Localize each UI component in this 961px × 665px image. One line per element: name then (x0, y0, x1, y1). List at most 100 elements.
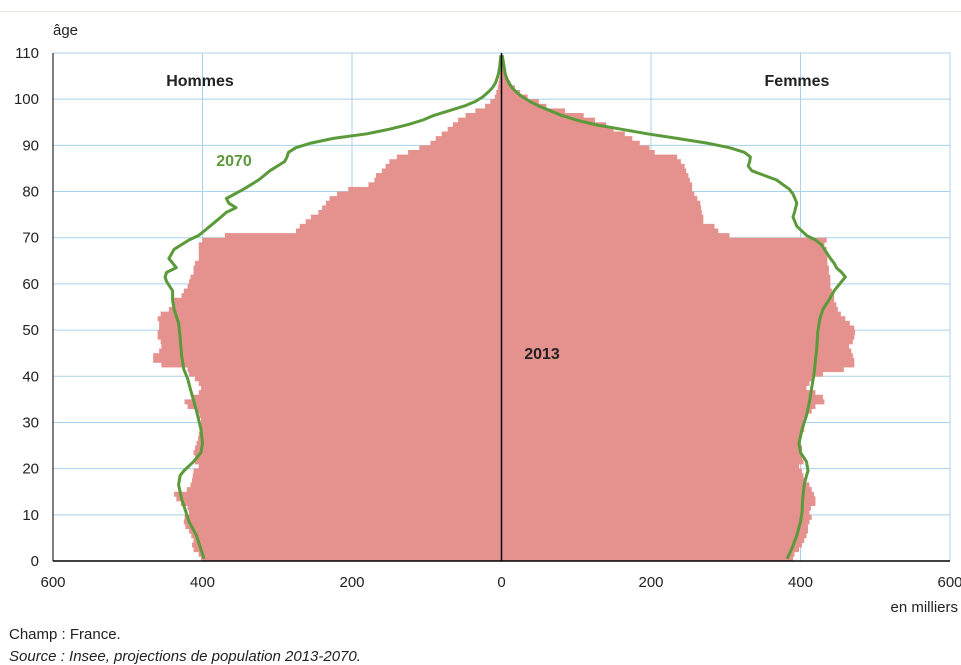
bar-2013-femmes (501, 514, 812, 520)
bar-2013-hommes (452, 122, 502, 128)
bar-2013-femmes (501, 537, 805, 543)
bar-2013-hommes (498, 80, 502, 86)
x-tick-label: 400 (788, 574, 813, 591)
bar-2013-femmes (501, 445, 802, 451)
bar-2013-hommes (193, 468, 502, 474)
bar-2013-femmes (501, 473, 804, 479)
bar-2013-femmes (501, 339, 853, 345)
bar-2013-femmes (501, 297, 835, 303)
bar-2013-hommes (185, 524, 502, 530)
bar-2013-hommes (310, 214, 502, 220)
y-tick-label: 110 (15, 45, 39, 62)
bar-2013-hommes (161, 343, 502, 349)
x-axis-label: en milliers (890, 599, 958, 616)
bar-2013-femmes (501, 159, 681, 165)
bar-2013-femmes (501, 325, 855, 331)
bar-2013-hommes (195, 260, 502, 266)
y-tick-label: 60 (22, 276, 39, 293)
bar-2013-hommes (198, 246, 502, 252)
bar-2013-femmes (501, 330, 856, 336)
bar-2013-femmes (501, 440, 801, 446)
bar-2013-femmes (501, 131, 625, 137)
bar-2013-femmes (501, 436, 800, 442)
bar-2013-hommes (337, 191, 502, 197)
bar-2013-hommes (389, 159, 502, 165)
bar-2013-femmes (501, 380, 810, 386)
bar-2013-hommes (199, 427, 502, 433)
bar-2013-femmes (501, 403, 816, 409)
bar-2013-femmes (501, 385, 807, 391)
bar-2013-femmes (501, 191, 695, 197)
y-tick-label: 40 (22, 368, 39, 385)
line-2070-hommes (163, 55, 503, 560)
bar-2013-femmes (501, 357, 855, 363)
bar-2013-hommes (374, 177, 502, 183)
bar-2013-hommes (187, 283, 502, 289)
bar-2013-hommes (192, 473, 502, 479)
bar-2013-hommes (186, 487, 502, 493)
bar-2013-femmes (501, 468, 802, 474)
bar-2013-hommes (189, 279, 502, 285)
bar-2013-femmes (501, 283, 831, 289)
bar-2013-hommes (435, 136, 502, 142)
bar-2013-femmes (501, 149, 655, 155)
source-note: Source : Insee, projections de populatio… (9, 648, 361, 665)
x-tick-label: 600 (937, 574, 961, 591)
bar-2013-femmes (501, 390, 816, 396)
bar-2013-femmes (501, 71, 506, 77)
bar-2013-femmes (501, 256, 828, 262)
bar-2013-femmes (501, 173, 689, 179)
series-label-2070: 2070 (216, 153, 252, 170)
bar-2013-hommes (497, 85, 502, 91)
bar-2013-femmes (501, 94, 528, 100)
bar-2013-hommes (325, 200, 502, 206)
bar-2013-hommes (465, 113, 502, 119)
bar-2013-femmes (501, 270, 829, 276)
bar-2013-hommes (496, 89, 502, 95)
bar-2013-femmes (501, 205, 702, 211)
bar-2013-hommes (441, 131, 502, 137)
bar-2013-femmes (501, 500, 816, 506)
bar-2013-hommes (189, 371, 502, 377)
bar-2013-femmes (501, 76, 508, 82)
bar-2013-femmes (501, 260, 828, 266)
bar-2013-femmes (501, 316, 846, 322)
bar-2013-hommes (190, 482, 502, 488)
bar-2013-femmes (501, 214, 704, 220)
y-tick-label: 20 (22, 461, 39, 478)
bar-2013-femmes (501, 343, 850, 349)
bar-2013-hommes (198, 436, 502, 442)
bar-2013-femmes (501, 136, 633, 142)
x-tick-label: 200 (638, 574, 663, 591)
bar-2013-femmes (501, 320, 850, 326)
bar-2013-hommes (198, 551, 502, 557)
bar-2013-hommes (490, 99, 502, 105)
bar-2013-femmes (501, 417, 804, 423)
bar-2013-hommes (447, 126, 502, 132)
bar-2013-femmes (501, 126, 614, 132)
bar-2013-hommes (180, 500, 502, 506)
bar-2013-femmes (501, 547, 800, 553)
bar-2013-hommes (192, 394, 502, 400)
bar-2013-femmes (501, 251, 827, 257)
bar-2013-hommes (199, 413, 502, 419)
bar-2013-femmes (501, 459, 804, 465)
bar-2013-hommes (190, 274, 502, 280)
y-tick-label: 70 (22, 230, 39, 247)
bar-2013-hommes (160, 311, 502, 317)
bar-2013-hommes (176, 496, 502, 502)
bar-2013-femmes (501, 122, 607, 128)
bar-2013-femmes (501, 524, 808, 530)
bar-2013-hommes (305, 219, 502, 225)
bar-2013-hommes (161, 362, 502, 368)
x-tick-label: 600 (40, 574, 65, 591)
bar-2013-femmes (501, 519, 810, 525)
bar-2013-hommes (172, 302, 502, 308)
bar-2013-hommes (192, 477, 502, 483)
bar-2013-femmes (501, 66, 504, 72)
bar-2013-femmes (501, 487, 812, 493)
bar-2013-hommes (318, 210, 502, 216)
bar-2013-femmes (501, 464, 800, 470)
y-tick-label: 30 (22, 414, 39, 431)
bar-2013-hommes (193, 450, 502, 456)
